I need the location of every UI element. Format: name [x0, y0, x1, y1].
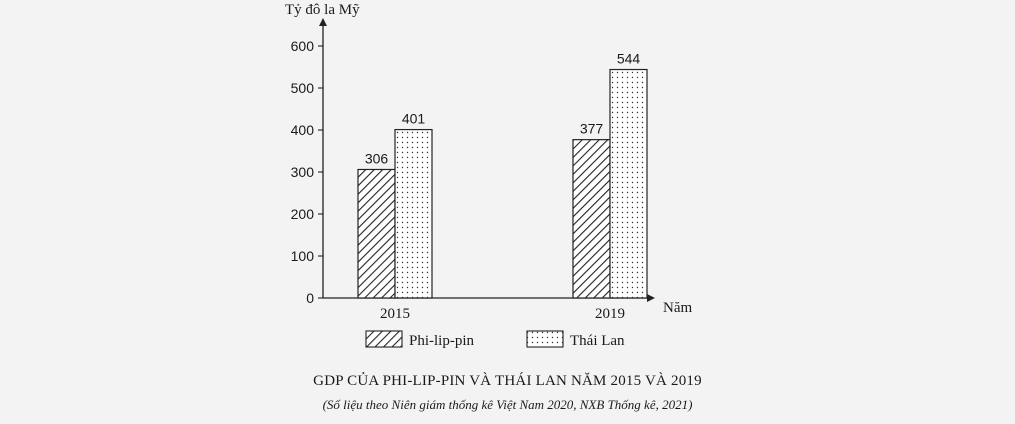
- legend-label: Phi-lip-pin: [409, 333, 475, 349]
- y-tick-label: 600: [291, 38, 315, 54]
- data-label: 544: [617, 51, 641, 67]
- bar: [609, 68, 648, 299]
- legend-swatch: [526, 330, 564, 348]
- y-tick-label: 500: [291, 80, 315, 96]
- y-axis-arrow: [319, 18, 327, 26]
- legend-label: Thái Lan: [570, 333, 625, 349]
- y-tick-label: 200: [291, 206, 315, 222]
- y-tick-label: 400: [291, 122, 315, 138]
- data-label: 377: [580, 121, 604, 137]
- y-tick-label: 100: [291, 248, 315, 264]
- y-tick-label: 300: [291, 164, 315, 180]
- x-axis-label: Năm: [663, 300, 692, 316]
- x-tick-label: 2015: [380, 306, 410, 322]
- x-tick-label: 2019: [595, 306, 625, 322]
- y-axis-label: Tỷ đô la Mỹ: [285, 2, 360, 18]
- legend-swatch: [365, 330, 403, 348]
- bar: [572, 139, 611, 299]
- plot-area: Tỷ đô la Mỹ Năm 0 100 200 300 400 500 600 2015 306…: [285, 2, 692, 349]
- y-tick-label: 0: [306, 290, 314, 306]
- bar-chart: Tỷ đô la Mỹ Năm 0 100 200 300 400 500 600 2015 306…: [285, 2, 692, 349]
- bar: [394, 128, 433, 299]
- bar: [357, 168, 396, 299]
- data-label: 306: [365, 150, 389, 166]
- chart-source-note: (Số liệu theo Niên giám thống kê Việt Na…: [322, 397, 693, 412]
- x-axis-arrow: [647, 294, 655, 302]
- chart-title: GDP CỦA PHI-LIP-PIN VÀ THÁI LAN NĂM 2015…: [313, 373, 702, 389]
- data-label: 401: [402, 111, 426, 127]
